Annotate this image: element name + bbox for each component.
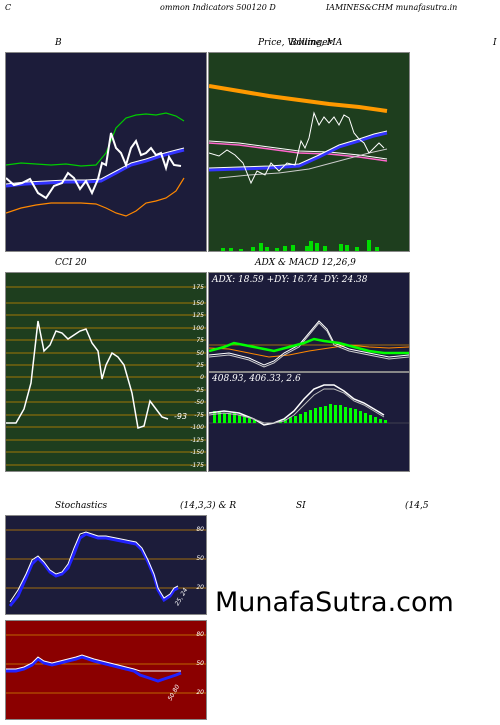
cci-label-neg50: -50 [194, 399, 204, 406]
cci-label-0: 0 [200, 374, 204, 381]
cci-label-125: 125 [193, 312, 205, 319]
stoch-label-80: 80 [196, 526, 204, 533]
ma-pink-line [209, 142, 388, 162]
bollinger-caption: B [55, 38, 62, 48]
rsi-params-caption: (14,5 [405, 501, 429, 511]
stoch-label-20: 20 [196, 584, 204, 591]
cci-level-lines [6, 286, 206, 466]
ma-blue-line [209, 131, 388, 172]
header-left: C [5, 3, 12, 12]
cci-label-175: 175 [193, 284, 205, 291]
bollinger-middle-blue [6, 148, 185, 188]
macd-chart [209, 384, 409, 426]
adx-white-line-2 [209, 322, 409, 368]
macd-histogram [213, 404, 387, 423]
price-panel [208, 52, 410, 252]
price-chart [209, 84, 388, 251]
price-ma-caption: Price, Volume, MA [258, 38, 343, 48]
cci-panel: 175 150 125 100 75 50 25 0 -25 -50 -75 -… [5, 272, 207, 472]
cci-line [6, 320, 169, 429]
rsi-caption: SI [296, 501, 306, 511]
stoch-white-line [9, 531, 179, 603]
cci-label-neg125: -125 [190, 437, 204, 444]
macd-panel: 408.93, 406.33, 2.6 [208, 372, 410, 472]
rsi-level-labels: 80 50 20 [196, 631, 204, 696]
volume-bars [221, 240, 379, 251]
adx-readout: ADX: 18.59 +DY: 16.74 -DY: 24.38 [212, 275, 368, 285]
stoch-level-labels: 80 50 20 [196, 526, 204, 591]
header-title: ommon Indicators 500120 D [160, 3, 276, 12]
stochastics-params-caption: (14,3,3) & R [180, 501, 237, 511]
bollinger-middle-white [6, 147, 185, 185]
rsi-label-20: 20 [196, 689, 204, 696]
rsi-panel: 80 50 20 50.80 [5, 620, 207, 720]
stoch-blue-line [8, 532, 179, 607]
adx-macd-caption: ADX & MACD 12,26,9 [255, 258, 356, 268]
stochastics-caption: Stochastics [55, 501, 108, 511]
cci-label-25: 25 [196, 362, 204, 369]
bollinger-lower-band [6, 177, 185, 217]
rsi-label-80: 80 [196, 631, 204, 638]
macd-line [209, 384, 385, 426]
cci-label-neg100: -100 [190, 424, 204, 431]
bollinger-upper-band [6, 112, 185, 167]
ma-orange-line [209, 84, 388, 113]
macd-signal-line [209, 388, 385, 424]
rsi-label-50: 50 [196, 660, 204, 667]
cci-caption: CCI 20 [55, 258, 87, 268]
adx-white-line-1 [209, 320, 409, 366]
volume-overlay-caption: Bollinger [290, 38, 332, 48]
cci-label-neg150: -150 [190, 449, 204, 456]
watermark-logo: MunafaSutra.com [215, 587, 454, 618]
bollinger-chart [6, 112, 185, 217]
stochastics-panel: 80 50 20 25, 24 [5, 515, 207, 615]
bollinger-price-line [6, 132, 182, 200]
cci-label-neg175: -175 [190, 462, 204, 469]
bollinger-panel [5, 52, 207, 252]
rsi-blue-line [6, 655, 182, 683]
cci-current-value: -93 [174, 412, 187, 421]
stoch-label-50: 50 [196, 555, 204, 562]
cci-label-neg25: -25 [194, 387, 204, 394]
cci-level-labels: 175 150 125 100 75 50 25 0 -25 -50 -75 -… [190, 284, 204, 469]
header-site: IAMINES&CHM munafasutra.in [326, 3, 458, 12]
adx-panel: ADX: 18.59 +DY: 16.74 -DY: 24.38 [208, 272, 410, 372]
ma-white-line-3 [209, 130, 388, 169]
cci-chart: 175 150 125 100 75 50 25 0 -25 -50 -75 -… [6, 284, 206, 469]
adx-orange-line [209, 344, 409, 358]
cci-label-150: 150 [193, 300, 205, 307]
macd-readout: 408.93, 406.33, 2.6 [212, 374, 301, 384]
rsi-chart: 80 50 20 50.80 [6, 631, 206, 702]
adx-green-line [209, 337, 409, 355]
cci-label-neg75: -75 [194, 412, 204, 419]
adx-chart [209, 320, 409, 368]
rsi-white-line [6, 654, 181, 672]
cci-label-100: 100 [193, 325, 205, 332]
price-white-line [209, 111, 385, 185]
stochastics-chart: 80 50 20 25, 24 [6, 526, 206, 607]
right-edge-caption: I [493, 38, 497, 48]
cci-label-75: 75 [196, 337, 204, 344]
cci-label-50: 50 [196, 350, 204, 357]
